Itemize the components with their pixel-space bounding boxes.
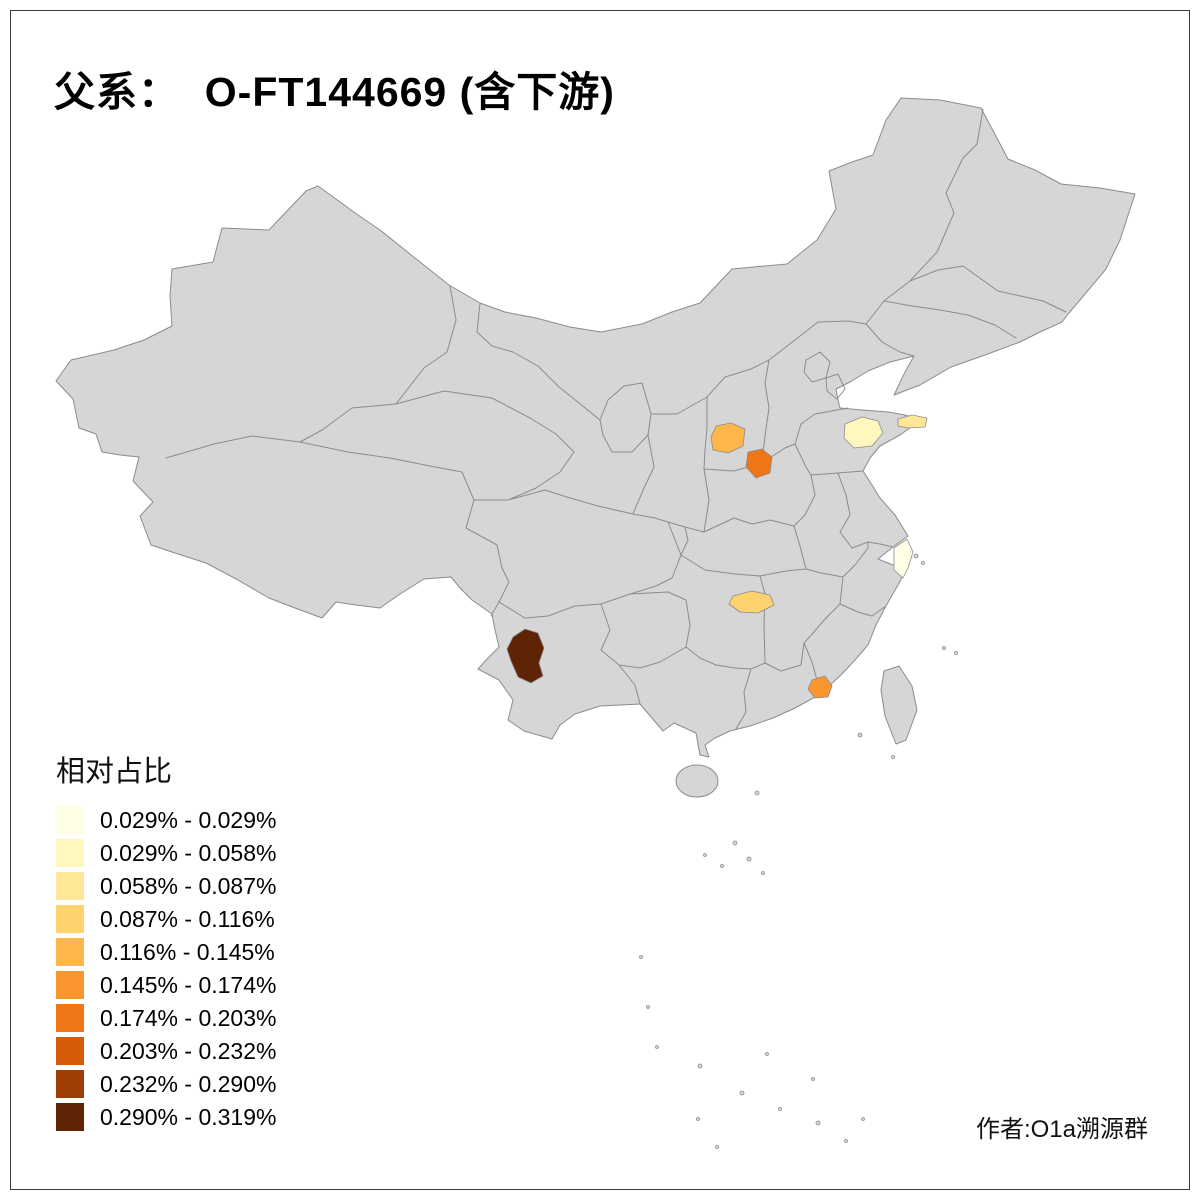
legend-swatch bbox=[56, 1004, 84, 1032]
author-credit: 作者:O1a溯源群 bbox=[975, 1116, 1148, 1143]
legend-swatch bbox=[56, 1070, 84, 1098]
region-west-yunnan bbox=[506, 628, 545, 684]
legend-row: 0.203% - 0.232% bbox=[56, 1037, 276, 1065]
legend-row: 0.116% - 0.145% bbox=[56, 938, 276, 966]
legend-row: 0.087% - 0.116% bbox=[56, 905, 276, 933]
taiwan-island bbox=[880, 665, 918, 745]
legend-swatch bbox=[56, 806, 84, 834]
page-title: 父系： O-FT144669 (含下游) bbox=[54, 69, 615, 115]
legend-row: 0.145% - 0.174% bbox=[56, 971, 276, 999]
legend-label: 0.145% - 0.174% bbox=[100, 971, 277, 998]
legend-label: 0.087% - 0.116% bbox=[100, 905, 275, 932]
legend-label: 0.174% - 0.203% bbox=[100, 1004, 277, 1031]
hainan-island bbox=[675, 764, 719, 798]
legend-swatch bbox=[56, 905, 84, 933]
legend-row: 0.232% - 0.290% bbox=[56, 1070, 276, 1098]
region-shanghai-area bbox=[893, 538, 914, 579]
legend-title: 相对占比 bbox=[56, 756, 173, 788]
legend-label: 0.232% - 0.290% bbox=[100, 1070, 277, 1097]
legend-row: 0.290% - 0.319% bbox=[56, 1103, 276, 1131]
legend-label: 0.203% - 0.232% bbox=[100, 1037, 277, 1064]
legend-label: 0.029% - 0.029% bbox=[100, 806, 277, 833]
highlight-regions bbox=[506, 414, 928, 699]
region-shandong-peninsula bbox=[897, 414, 928, 429]
legend-label: 0.058% - 0.087% bbox=[100, 872, 277, 899]
legend-swatch bbox=[56, 1037, 84, 1065]
legend-swatch bbox=[56, 1103, 84, 1131]
legend-row: 0.029% - 0.058% bbox=[56, 839, 276, 867]
china-mainland bbox=[55, 97, 1136, 758]
region-north-hunan bbox=[728, 590, 775, 614]
south-china-sea-islands bbox=[639, 553, 958, 1149]
legend-swatch bbox=[56, 872, 84, 900]
legend: 相对占比 0.029% - 0.029% 0.029% - 0.058% 0.0… bbox=[56, 748, 276, 1136]
legend-row: 0.029% - 0.029% bbox=[56, 806, 276, 834]
legend-label: 0.029% - 0.058% bbox=[100, 839, 277, 866]
legend-row: 0.058% - 0.087% bbox=[56, 872, 276, 900]
legend-row: 0.174% - 0.203% bbox=[56, 1004, 276, 1032]
legend-label: 0.116% - 0.145% bbox=[100, 938, 275, 965]
legend-swatch bbox=[56, 971, 84, 999]
region-central-shandong bbox=[843, 416, 884, 449]
region-west-shanxi bbox=[710, 422, 746, 454]
region-east-guangdong bbox=[807, 675, 833, 699]
legend-swatch bbox=[56, 938, 84, 966]
region-southeast-shanxi bbox=[745, 448, 773, 479]
legend-swatch bbox=[56, 839, 84, 867]
legend-label: 0.290% - 0.319% bbox=[100, 1103, 277, 1130]
